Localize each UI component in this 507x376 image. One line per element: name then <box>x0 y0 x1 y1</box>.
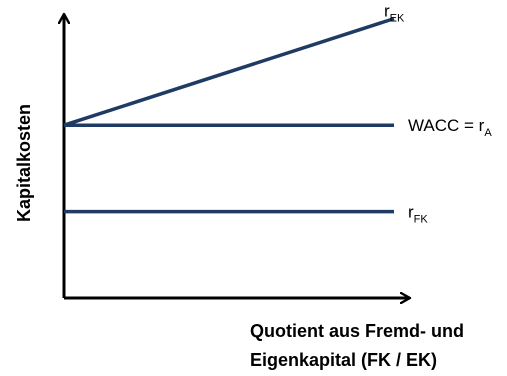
series-label-1-sub: EK <box>390 13 405 25</box>
series-lines <box>63 16 395 214</box>
series-label-2: WACC = rA <box>408 116 492 139</box>
x-axis-label-line-2: Eigenkapital (FK / EK) <box>250 350 437 370</box>
series-label-3: rFK <box>408 203 428 226</box>
series-label-2-main: WACC = r <box>408 116 485 135</box>
series-label-1-main: r <box>384 2 390 21</box>
series-label-2-sub: A <box>484 127 492 139</box>
series-label-3-sub: FK <box>414 214 429 226</box>
series-label-3-main: r <box>408 203 414 222</box>
series-line-1 <box>63 16 395 127</box>
y-axis-label: Kapitalkosten <box>14 104 34 222</box>
series-label-1: rEK <box>384 2 405 25</box>
x-axis-label-line-1: Quotient aus Fremd- und <box>250 321 464 341</box>
